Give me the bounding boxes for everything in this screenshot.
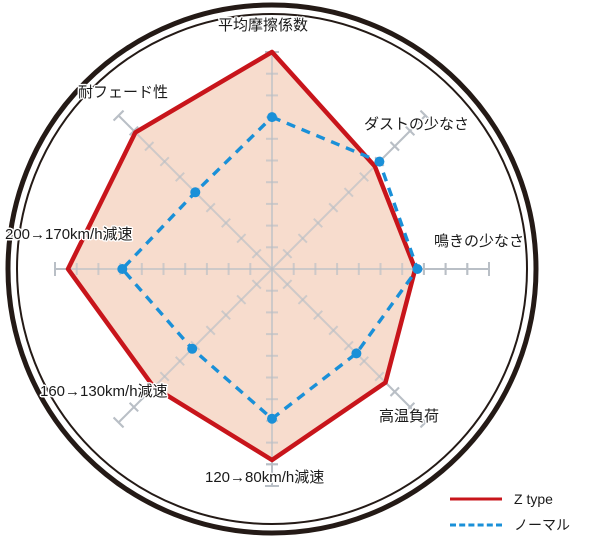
chart-legend: Z type ノーマル bbox=[450, 486, 595, 538]
axis-label-dec-120-80: 120→80km/h減速 bbox=[205, 469, 325, 486]
series-normal-point bbox=[117, 264, 128, 274]
series-normal-points bbox=[117, 112, 423, 424]
legend-swatch-solid-line-icon bbox=[450, 492, 502, 506]
series-normal-line bbox=[120, 115, 420, 421]
series-z-type-line bbox=[65, 49, 418, 463]
axis-label-avg-friction: 平均摩擦係数 bbox=[218, 17, 309, 34]
legend-swatch-dashed-line-icon bbox=[450, 518, 502, 532]
axis-label-dec-160-130: 160→130km/h減速 bbox=[40, 383, 168, 400]
series-normal-point bbox=[190, 187, 201, 198]
axis-label-squeal: 鳴きの少なさ bbox=[434, 233, 525, 250]
legend-item-z-type: Z type bbox=[450, 486, 595, 512]
series-normal-point bbox=[267, 413, 277, 424]
series-normal-point bbox=[374, 156, 385, 167]
series-normal-point bbox=[187, 343, 198, 354]
legend-item-normal: ノーマル bbox=[450, 512, 595, 538]
series-z-type-area bbox=[68, 52, 416, 460]
series-normal-point bbox=[267, 112, 277, 123]
axis-label-fade: 耐フェード性 bbox=[78, 84, 169, 101]
axis-label-high-temp: 高温負荷 bbox=[379, 408, 440, 425]
series-normal-point bbox=[412, 264, 423, 274]
series-normal-point bbox=[351, 348, 362, 359]
legend-label-z-type: Z type bbox=[514, 491, 553, 507]
axis-label-dec-200-170: 200→170km/h減速 bbox=[5, 226, 133, 243]
legend-label-normal: ノーマル bbox=[514, 517, 570, 533]
outer-ring bbox=[5, 2, 539, 536]
axis-label-dust: ダストの少なさ bbox=[364, 116, 470, 133]
